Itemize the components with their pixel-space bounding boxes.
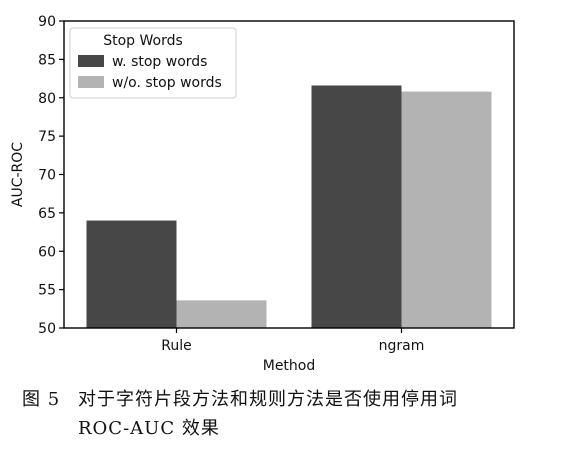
y-tick-label: 55 [38, 283, 56, 299]
y-tick-label: 85 [38, 52, 56, 68]
x-tick-label: Rule [161, 338, 191, 354]
legend-label: w. stop words [112, 54, 207, 70]
y-axis-label: AUC-ROC [10, 142, 26, 207]
bar [176, 300, 267, 328]
legend-swatch [78, 76, 104, 88]
y-tick-label: 75 [38, 129, 56, 145]
y-axis-ticks: 50 55 60 65 70 75 80 85 90 [38, 14, 64, 337]
bar [86, 220, 177, 328]
x-axis-label: Method [263, 358, 316, 374]
x-axis-ticks: Rule ngram [161, 328, 424, 354]
legend-swatch [78, 55, 104, 67]
legend: Stop Words w. stop words w/o. stop words [69, 27, 237, 99]
y-tick-label: 90 [38, 14, 56, 30]
legend-title: Stop Words [103, 33, 183, 49]
plot-frame [63, 20, 515, 329]
legend-items: w. stop words w/o. stop words [78, 54, 222, 91]
figure-caption: 图 5 对于字符片段方法和规则方法是否使用停用词 ROC-AUC 效果 [22, 385, 562, 443]
y-tick-label: 80 [38, 91, 56, 107]
bar-chart: 50 55 60 65 70 75 80 85 90 Rule ngram AUC-ROC Met… [10, 14, 515, 374]
bar [401, 91, 492, 328]
caption-line-1: 图 5 对于字符片段方法和规则方法是否使用停用词 [22, 385, 562, 414]
y-tick-label: 60 [38, 244, 56, 260]
caption-text-1: 对于字符片段方法和规则方法是否使用停用词 [78, 389, 458, 410]
bar [311, 85, 402, 328]
caption-label: 图 5 [22, 389, 61, 410]
y-tick-label: 50 [38, 321, 56, 337]
caption-text-2: ROC-AUC 效果 [78, 418, 220, 439]
y-tick-label: 65 [38, 206, 56, 222]
bars [86, 85, 492, 328]
legend-box [69, 27, 237, 99]
x-tick-label: ngram [379, 338, 425, 354]
legend-label: w/o. stop words [112, 75, 222, 91]
y-tick-label: 70 [38, 168, 56, 184]
caption-line-2: ROC-AUC 效果 [22, 414, 562, 443]
